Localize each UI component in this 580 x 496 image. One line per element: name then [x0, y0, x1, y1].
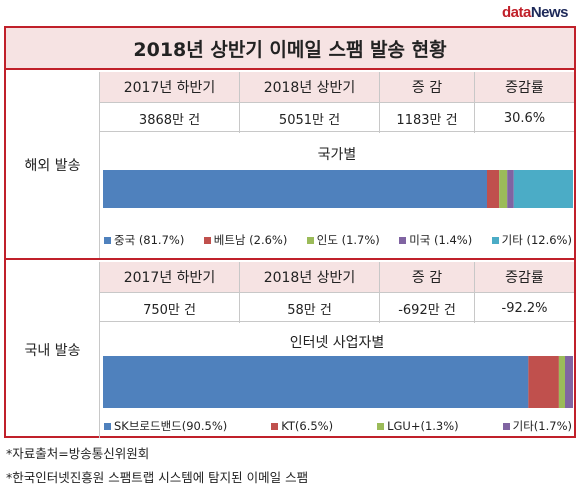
domestic-2018h1: 58만 건	[240, 293, 380, 323]
legend-swatch	[104, 422, 111, 430]
legend-label: 기타 (12.6%)	[501, 233, 572, 247]
legend-item: 기타 (12.6%)	[491, 232, 572, 248]
header-2018h1: 2018년 상반기	[240, 262, 380, 292]
bar-segment-미국	[507, 170, 514, 208]
header-2018h1: 2018년 상반기	[240, 72, 380, 102]
footnote-note: *한국인터넷진흥원 스팸트랩 시스템에 탐지된 이메일 스팸	[6, 470, 309, 485]
header-change: 증 감	[380, 72, 475, 102]
legend-label: 미국 (1.4%)	[409, 233, 473, 247]
legend-swatch	[104, 236, 111, 244]
legend-item: 중국 (81.7%)	[104, 232, 184, 248]
legend-item: 기타(1.7%)	[502, 418, 572, 434]
overseas-value-row: 3868만 건 5051만 건 1183만 건 30.6%	[100, 102, 574, 133]
bar-segment-기타	[513, 170, 573, 208]
overseas-2017h2: 3868만 건	[100, 103, 240, 133]
legend-swatch	[399, 236, 407, 244]
overseas-section: 해외 발송 2017년 하반기 2018년 상반기 증 감 증감률 3868만 …	[6, 72, 574, 260]
country-bar-chart	[103, 170, 573, 208]
legend-swatch	[502, 422, 510, 430]
domestic-2017h2: 750만 건	[100, 293, 240, 323]
datanews-logo: dataNews	[501, 4, 569, 22]
legend-label: LGU+(1.3%)	[387, 419, 459, 433]
infographic-frame: 2018년 상반기 이메일 스팸 발송 현황 해외 발송 2017년 하반기 2…	[4, 26, 576, 438]
isp-legend: SK브로드밴드(90.5%) KT(6.5%) LGU+(1.3%) 기타(1.7%)	[104, 418, 572, 434]
logo-part2: News	[530, 4, 569, 21]
bar-segment-인도	[499, 170, 508, 208]
overseas-change-rate: 30.6%	[503, 110, 546, 126]
legend-label: SK브로드밴드(90.5%)	[114, 419, 228, 433]
legend-label: 중국 (81.7%)	[114, 233, 185, 247]
bar-segment-LGU+	[558, 356, 566, 408]
overseas-header-row: 2017년 하반기 2018년 상반기 증 감 증감률	[100, 72, 574, 102]
header-change-rate: 증감률	[505, 270, 544, 286]
bar-segment-SK브로드밴드	[103, 356, 529, 408]
overseas-label: 해외 발송	[6, 72, 100, 258]
domestic-change-rate: -92.2%	[501, 300, 548, 316]
header-change-rate: 증감률	[505, 80, 544, 96]
header-change: 증 감	[380, 262, 475, 292]
isp-chart-title: 인터넷 사업자별	[289, 335, 385, 351]
domestic-change: -692만 건	[380, 293, 475, 323]
legend-swatch	[306, 236, 314, 244]
legend-swatch	[271, 422, 279, 430]
footnote-source: *자료출처=방송통신위원회	[6, 446, 150, 461]
header-2017h2: 2017년 하반기	[100, 262, 240, 292]
domestic-value-row: 750만 건 58만 건 -692만 건 -92.2%	[100, 292, 574, 323]
domestic-header-row: 2017년 하반기 2018년 상반기 증 감 증감률	[100, 262, 574, 292]
legend-label: 인도 (1.7%)	[316, 233, 380, 247]
overseas-change: 1183만 건	[380, 103, 475, 133]
legend-item: KT(6.5%)	[271, 418, 333, 434]
bar-segment-베트남	[486, 170, 500, 208]
legend-label: KT(6.5%)	[281, 419, 334, 433]
legend-swatch	[203, 236, 211, 244]
legend-item: LGU+(1.3%)	[377, 418, 459, 434]
logo-part1: data	[501, 4, 531, 21]
domestic-label: 국내 발송	[6, 262, 100, 438]
legend-label: 기타(1.7%)	[512, 419, 572, 433]
legend-label: 베트남 (2.6%)	[213, 233, 288, 247]
legend-item: SK브로드밴드(90.5%)	[104, 418, 227, 434]
isp-bar-chart	[103, 356, 573, 408]
legend-swatch	[491, 236, 499, 244]
header-2017h2: 2017년 하반기	[100, 72, 240, 102]
legend-item: 베트남 (2.6%)	[203, 232, 288, 248]
domestic-section: 국내 발송 2017년 하반기 2018년 상반기 증 감 증감률 750만 건…	[6, 262, 574, 438]
legend-item: 인도 (1.7%)	[306, 232, 380, 248]
legend-item: 미국 (1.4%)	[399, 232, 472, 248]
page-title: 2018년 상반기 이메일 스팸 발송 현황	[6, 28, 574, 70]
bar-segment-KT	[528, 356, 559, 408]
bar-segment-기타	[565, 356, 573, 408]
bar-segment-중국	[103, 170, 487, 208]
legend-swatch	[377, 422, 385, 430]
country-legend: 중국 (81.7%) 베트남 (2.6%) 인도 (1.7%) 미국 (1.4%) 기타…	[104, 232, 572, 248]
country-chart-title: 국가별	[317, 147, 357, 163]
overseas-2018h1: 5051만 건	[240, 103, 380, 133]
